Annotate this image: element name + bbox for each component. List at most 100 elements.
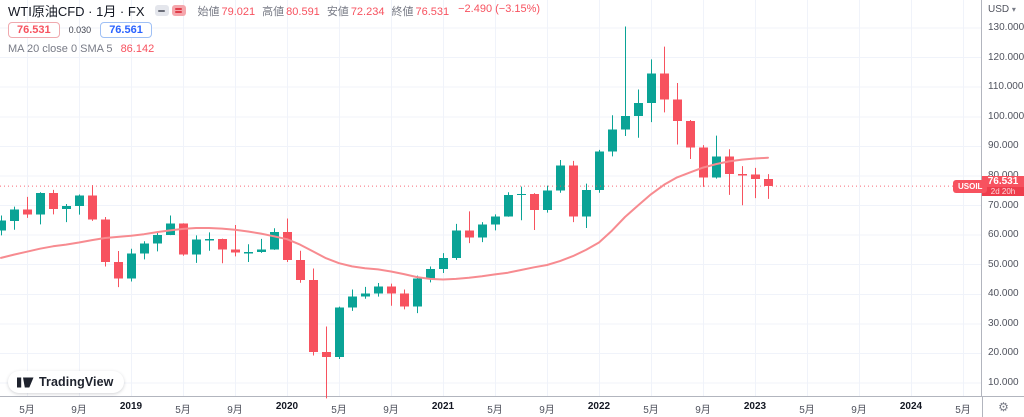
candle-body: [738, 174, 747, 176]
time-tick-label: 2022: [587, 401, 611, 412]
candle-body: [0, 220, 6, 231]
candle-body: [179, 223, 188, 255]
price-tick-label: 70.000: [988, 199, 1019, 211]
candle-body: [101, 219, 110, 263]
candle-body: [62, 206, 71, 210]
candle-body: [582, 190, 591, 217]
candle-body: [465, 230, 474, 238]
candle-body: [296, 259, 305, 281]
candle-body: [23, 209, 32, 215]
candle-body: [49, 193, 58, 210]
candle-body: [478, 224, 487, 238]
tradingview-logo[interactable]: TradingView: [8, 371, 124, 393]
time-tick-label: 5月: [331, 405, 347, 416]
spread-value: 0.030: [68, 25, 92, 35]
candle-body: [764, 178, 773, 187]
axis-settings-cell: ⚙: [982, 397, 1024, 417]
ohlc-readout: 始値 79.021 高値 80.591 安値 72.234 終値 76.531 −2.4…: [198, 3, 541, 19]
series-price-tag: USOIL: [953, 179, 988, 193]
visibility-toggle-icon[interactable]: [154, 5, 169, 16]
buy-button[interactable]: 76.561: [100, 22, 152, 38]
time-tick-label: 9月: [851, 405, 867, 416]
candle-body: [218, 239, 227, 250]
price-tick-label: 10.000: [988, 377, 1019, 388]
candle-body: [699, 147, 708, 178]
open-label: 始値: [197, 5, 220, 18]
change-value: −2.490 (−3.15%): [458, 2, 541, 15]
time-axis[interactable]: 5月 9月 2019 5月 9月 2020 5月 9月 2021 5月 9月 2022 5月 9月 2023…: [0, 397, 1024, 417]
candle-body: [322, 351, 331, 357]
currency-label: USD: [988, 4, 1010, 15]
time-tick-label: 5月: [643, 405, 659, 416]
price-tick-label: 100.000: [988, 110, 1024, 122]
symbol-title[interactable]: WTI原油CFD · 1月 · FX: [8, 4, 145, 19]
candle-body: [543, 190, 552, 210]
candle-body: [88, 195, 97, 220]
price-axis-border: [981, 0, 982, 396]
candle-body: [153, 234, 162, 244]
candle-body: [413, 278, 422, 307]
time-axis-border: [0, 396, 1024, 397]
candle-body: [595, 151, 604, 191]
price-tick-label: 20.000: [988, 347, 1019, 359]
time-tick-label: 2024: [899, 401, 923, 412]
close-label: 終値: [391, 5, 414, 18]
candle-body: [231, 249, 240, 253]
currency-selector[interactable]: USD ▾: [988, 4, 1016, 15]
candle-body: [751, 174, 760, 179]
tradingview-logo-mark: [17, 377, 34, 387]
open-value: 79.021: [221, 5, 256, 18]
time-tick-label: 9月: [71, 405, 87, 416]
candle-body: [725, 156, 734, 175]
candle-body: [335, 307, 344, 357]
candle-body: [387, 286, 396, 294]
candle-body: [621, 115, 630, 130]
ma-indicator-value: 86.142: [120, 43, 155, 55]
candle-body: [504, 195, 513, 217]
candle-body: [114, 262, 123, 279]
candle-body: [660, 73, 669, 100]
candle-body: [348, 296, 357, 308]
candle-body: [309, 280, 318, 352]
candle-body: [166, 223, 175, 235]
candle-body: [556, 165, 565, 191]
candle-body: [673, 99, 682, 121]
candle-body: [283, 231, 292, 260]
chevron-down-icon: ▾: [1011, 5, 1016, 14]
candle-body: [140, 243, 149, 254]
sell-button[interactable]: 76.531: [8, 22, 60, 38]
price-tick-label: 90.000: [988, 140, 1019, 152]
price-tick-label: 80.000: [988, 170, 1019, 181]
close-value: 76.531: [415, 5, 450, 18]
time-tick-label: 9月: [539, 405, 555, 416]
time-tick-label: 9月: [383, 405, 399, 416]
candlestick-chart[interactable]: [0, 0, 982, 402]
last-price-value: 76.531: [982, 176, 1024, 188]
time-tick-label: 2019: [119, 401, 143, 412]
time-tick-label: 9月: [227, 405, 243, 416]
quick-menu-icon[interactable]: [171, 5, 186, 16]
price-tick-label: 110.000: [988, 81, 1024, 93]
candle-body: [36, 193, 45, 215]
time-tick-label: 5月: [175, 405, 191, 416]
time-tick-label: 5月: [799, 405, 815, 416]
candle-body: [452, 230, 461, 259]
candle-body: [712, 156, 721, 178]
candle-body: [439, 258, 448, 270]
candle-body: [426, 269, 435, 279]
candle-body: [634, 102, 643, 116]
high-value: 80.591: [286, 5, 320, 18]
candle-body: [127, 253, 136, 279]
ma-line: [0, 156, 769, 281]
ma-indicator-label[interactable]: MA 20 close 0 SMA 5: [8, 43, 113, 55]
price-tick-label: 120.000: [988, 51, 1024, 63]
candle-body: [75, 195, 84, 207]
candle-body: [244, 252, 253, 254]
price-tick-label: 60.000: [988, 229, 1019, 241]
settings-gear-icon[interactable]: ⚙: [998, 400, 1009, 414]
candle-body: [400, 293, 409, 307]
price-axis[interactable]: USD ▾ 130.000 120.000 110.000 100.000 90.000…: [982, 0, 1024, 396]
price-tick-label: 40.000: [988, 288, 1019, 300]
price-tick-label: 50.000: [988, 258, 1019, 270]
